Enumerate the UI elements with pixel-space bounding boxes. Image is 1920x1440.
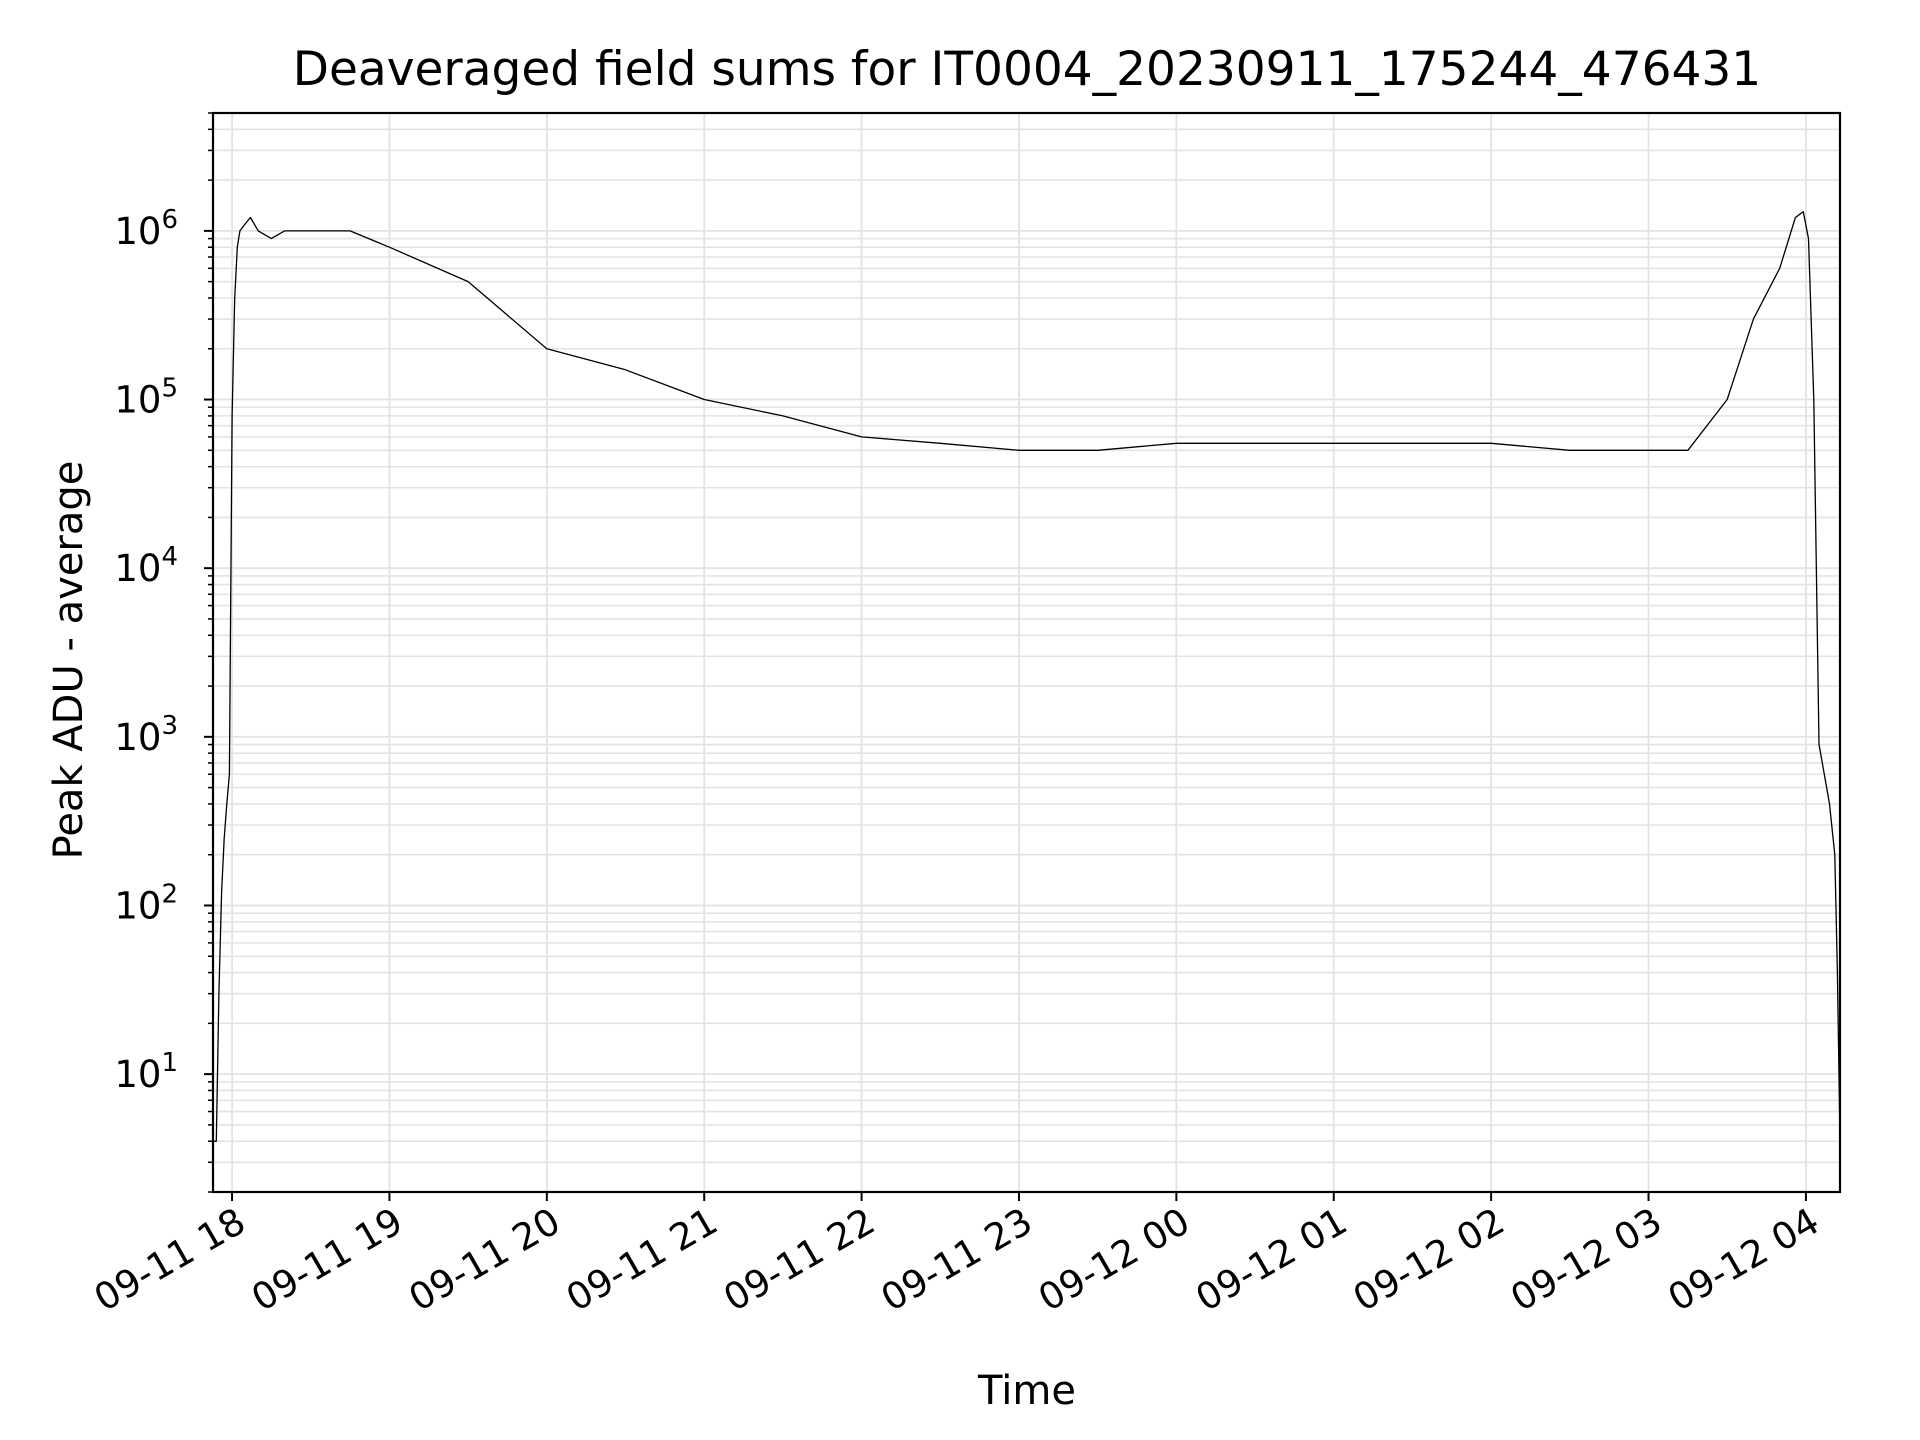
y-tick-base: 10 xyxy=(114,1053,161,1096)
y-tick-label: 104 xyxy=(114,542,178,590)
y-tick-base: 10 xyxy=(114,210,161,253)
y-tick-exponent: 3 xyxy=(161,711,178,741)
y-tick-exponent: 1 xyxy=(161,1048,178,1078)
y-tick-base: 10 xyxy=(114,547,161,590)
y-tick-exponent: 5 xyxy=(161,374,178,404)
major-gridlines xyxy=(213,113,1840,1192)
y-axis-label: Peak ADU - average xyxy=(46,461,92,860)
y-tick-base: 10 xyxy=(114,884,161,927)
y-tick-base: 10 xyxy=(114,716,161,759)
chart-title: Deaveraged field sums for IT0004_2023091… xyxy=(293,42,1761,97)
plot-area-frame xyxy=(211,111,1842,1194)
y-tick-label: 106 xyxy=(114,205,178,253)
y-tick-label: 101 xyxy=(114,1048,178,1096)
y-tick-label: 105 xyxy=(114,374,178,422)
y-tick-exponent: 6 xyxy=(161,205,178,235)
series-line xyxy=(213,211,1841,1142)
x-axis-label: Time xyxy=(977,1368,1076,1414)
y-tick-label: 103 xyxy=(114,711,178,759)
y-tick-label: 102 xyxy=(114,879,178,927)
y-tick-base: 10 xyxy=(114,379,161,422)
y-tick-exponent: 2 xyxy=(161,879,178,909)
y-tick-exponent: 4 xyxy=(161,542,178,572)
